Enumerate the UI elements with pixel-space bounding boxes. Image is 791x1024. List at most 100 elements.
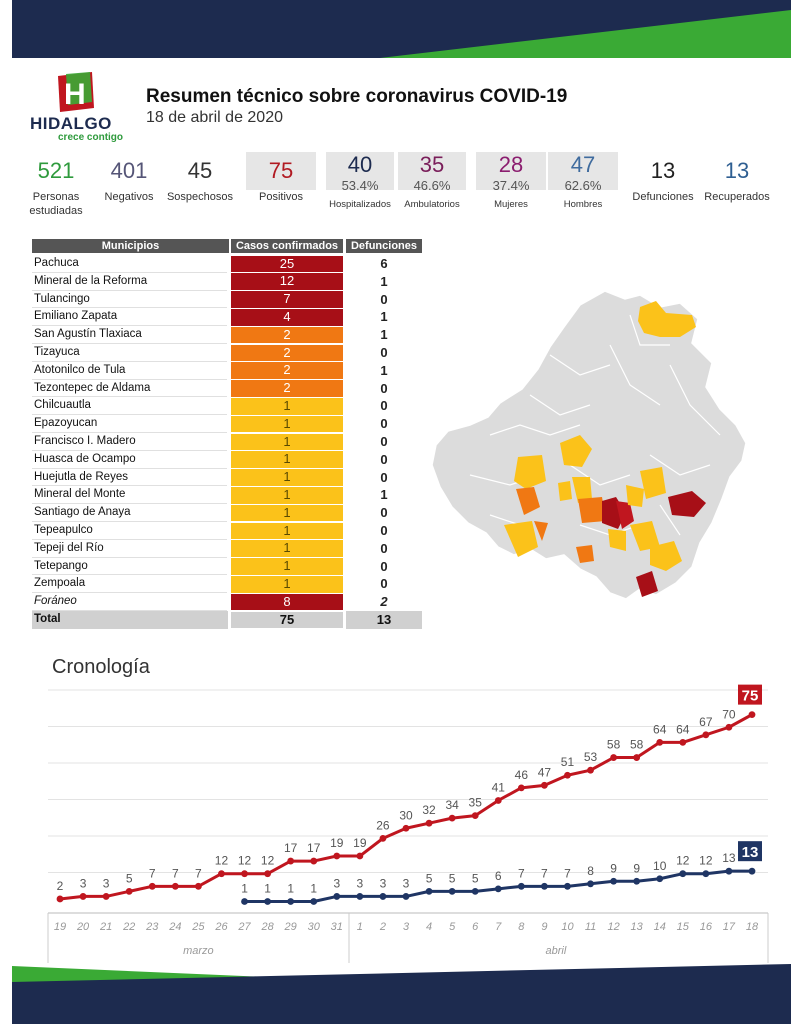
data-point [195,882,202,890]
hidalgo-map [431,290,747,600]
map-region-mixquiahuala [516,487,540,515]
municipio-name: Pachuca [34,257,79,269]
defunciones-cell: 2 [380,594,388,610]
stat-percent: 53.4% [341,178,379,193]
data-point [541,882,548,890]
map-region-santiago [560,435,592,467]
last-value-badge [738,684,762,705]
map-region-reforma [616,501,634,529]
data-label: 19 [330,836,344,850]
stat-label: Recuperados [704,191,770,203]
table-row: Chilcuautla 1 0 [32,397,424,416]
hidalgo-logo-mark-icon: H [58,72,94,112]
casos-cell: 1 [231,540,343,558]
data-point [725,723,733,731]
map-region-chilcuautla [514,455,546,489]
stat-value: 401 [110,158,148,183]
data-label: 13 [722,851,736,865]
data-label: 10 [653,859,667,873]
row-divider [32,396,227,398]
casos-cell: 1 [231,522,343,540]
x-tick-label: 11 [585,921,596,933]
x-tick-label: 8 [518,921,525,933]
data-point [748,711,756,719]
row-divider [32,503,227,505]
x-tick-label: 18 [746,921,759,933]
row-divider [32,592,227,594]
data-label: 5 [426,871,433,885]
x-tick-label: 28 [260,921,274,933]
casos-cell: 7 [231,291,343,308]
row-divider [32,414,227,416]
x-tick-label: 20 [76,921,90,933]
data-label: 47 [538,765,552,779]
data-label: 46 [515,768,529,782]
table-row: Epazoyucan 1 0 [32,415,424,433]
data-label: 9 [633,861,640,875]
data-label: 7 [518,866,525,880]
defunciones-cell: 0 [380,398,388,414]
casos-cell: 12 [231,273,343,291]
data-point [702,870,710,878]
x-tick-label: 27 [237,921,251,933]
municipio-name: Chilcuautla [34,399,91,412]
table-row: Tepeji del Río 1 0 [32,540,424,558]
data-point [218,870,225,878]
data-label: 70 [722,707,736,721]
data-point [541,781,548,789]
data-label: 58 [607,738,621,752]
row-divider [32,271,227,273]
data-label: 19 [353,836,367,850]
row-divider [32,556,227,558]
data-label: 30 [399,808,413,822]
data-point [171,882,179,890]
header-defunciones: Defunciones [346,239,422,253]
x-tick-label: 3 [403,921,410,933]
row-divider [32,289,227,291]
stat-percent: 46.6% [413,178,451,193]
row-divider [32,431,227,433]
table-row: Santiago de Anaya 1 0 [32,504,424,522]
data-point [471,887,479,895]
data-point [517,784,525,792]
map-region-actopan [572,477,592,503]
data-label: 9 [610,861,617,875]
data-label: 41 [492,780,506,794]
x-tick-label: 31 [331,921,343,933]
stat-label: Negativos [104,191,154,203]
stat-label: Personas estudiadas [29,191,83,217]
municipio-name: Tetepango [34,559,88,572]
data-point [656,875,664,883]
data-point [379,893,387,900]
table-row: Tulancingo 7 0 [32,291,424,309]
data-point [587,880,594,888]
row-divider [32,485,227,487]
row-divider [32,378,227,380]
map-region-huejutla [638,301,696,337]
map-region-tulancingo [668,491,706,517]
x-tick-label: 15 [677,921,690,933]
casos-cell: 1 [231,433,343,451]
data-label: 12 [238,854,252,868]
data-point [402,824,410,832]
chart-title: Cronología [52,656,150,678]
stat-label: Defunciones [632,191,694,203]
data-label: 64 [676,722,690,736]
x-tick-label: 19 [54,921,66,933]
stat-6: 28 37.4% Mujeres [476,152,546,210]
casos-cell: 1 [231,504,343,522]
data-point [287,857,295,865]
stat-2: 45 Sospechosos [164,152,236,204]
last-value-badge [738,841,762,862]
data-label: 1 [241,881,248,895]
data-label: 5 [126,871,133,885]
defunciones-cell: 1 [380,327,388,343]
table-row: Francisco I. Madero 1 0 [32,433,424,451]
data-point [494,885,502,893]
data-point [102,893,110,900]
x-tick-label: 10 [561,921,574,933]
data-label: 7 [195,866,202,880]
logo-title: HIDALGO [30,114,112,133]
data-point [356,893,364,900]
casos-cell: 1 [231,486,343,504]
